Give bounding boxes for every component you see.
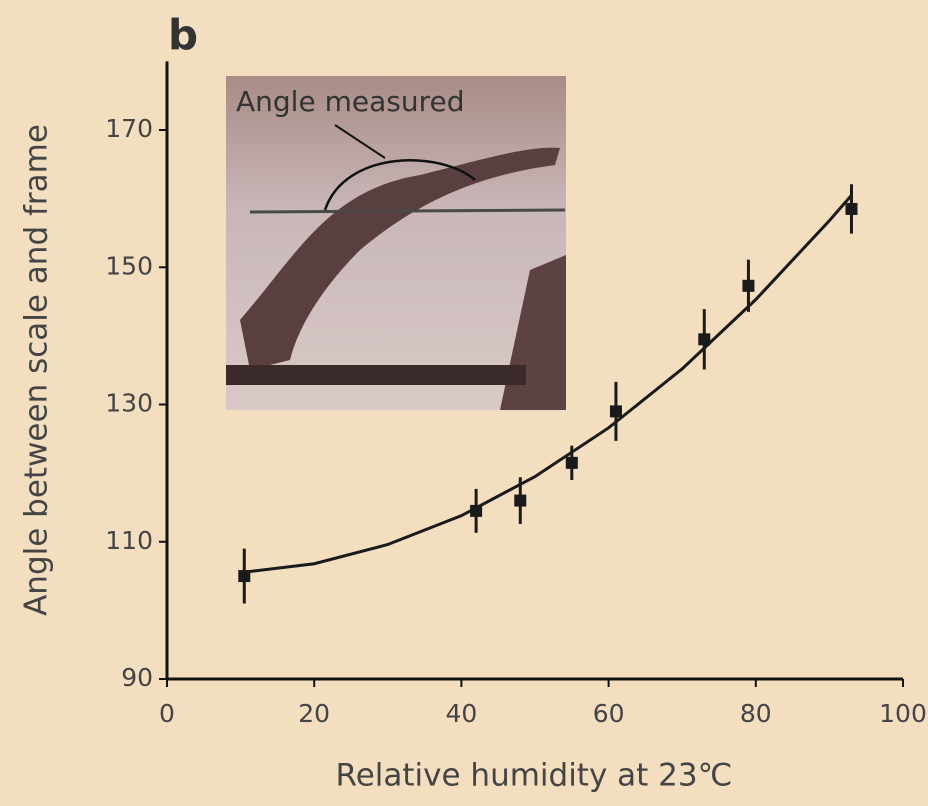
y-tick-label: 150 <box>105 251 153 280</box>
inset-label: Angle measured <box>236 85 464 118</box>
x-tick-label: 80 <box>740 699 772 728</box>
x-axis-label: Relative humidity at 23℃ <box>336 758 733 794</box>
data-point <box>470 504 483 517</box>
y-tick-label: 130 <box>105 389 153 418</box>
x-tick-label: 0 <box>159 699 175 728</box>
x-tick-label: 100 <box>879 699 927 728</box>
x-tick-label: 60 <box>593 699 625 728</box>
panel-label: b <box>168 11 198 60</box>
data-point <box>565 456 578 469</box>
inset-photo: Angle measured <box>226 76 566 410</box>
data-point <box>238 570 251 583</box>
data-point <box>698 333 711 346</box>
y-axis-label: Angle between scale and frame <box>19 124 55 616</box>
data-point <box>514 494 527 507</box>
x-tick-label: 40 <box>445 699 477 728</box>
y-tick-label: 170 <box>105 114 153 143</box>
data-point <box>845 202 858 215</box>
y-tick-label: 90 <box>121 663 153 692</box>
y-tick-label: 110 <box>105 526 153 555</box>
data-point <box>742 279 755 292</box>
x-tick-label: 20 <box>298 699 330 728</box>
data-point <box>609 405 622 418</box>
